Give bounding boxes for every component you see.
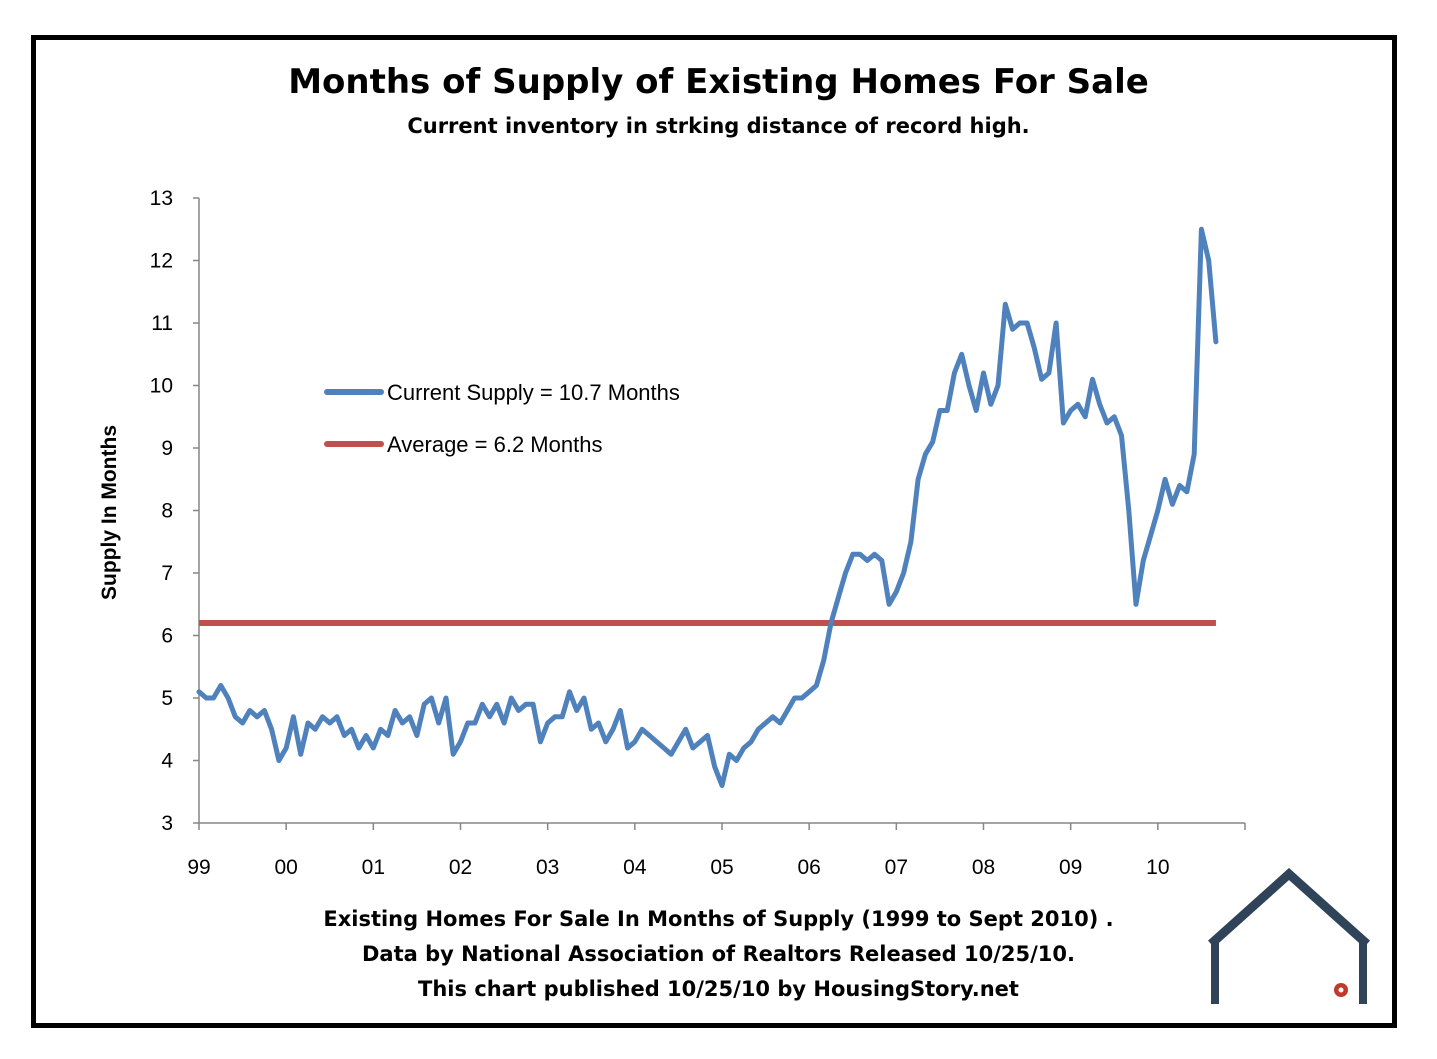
supply-series-line [196, 226, 1219, 788]
x-tick-label: 02 [449, 856, 472, 879]
legend-average-label: Average = 6.2 Months [387, 432, 602, 457]
x-tick-label: 08 [972, 856, 995, 879]
y-tick-label: 9 [161, 437, 173, 460]
x-tick-label: 09 [1059, 856, 1082, 879]
y-tick-label: 12 [150, 250, 173, 273]
y-tick-label: 11 [151, 312, 173, 335]
chart-frame [31, 35, 1397, 1028]
y-tick-label: 8 [161, 500, 173, 523]
footer-line-1: Existing Homes For Sale In Months of Sup… [323, 907, 1114, 931]
y-tick-label: 13 [150, 187, 173, 210]
y-tick-label: 5 [161, 687, 173, 710]
chart-title: Months of Supply of Existing Homes For S… [288, 62, 1149, 102]
legend-supply-label: Current Supply = 10.7 Months [387, 380, 680, 405]
y-axis-label: Supply In Months [98, 425, 121, 600]
chart-subtitle: Current inventory in strking distance of… [407, 114, 1030, 138]
x-tick-label: 07 [885, 856, 908, 879]
footer-line-2: Data by National Association of Realtors… [361, 942, 1075, 966]
x-tick-label: 01 [362, 856, 385, 879]
y-tick-label: 6 [161, 625, 173, 648]
x-tick-label: 10 [1146, 856, 1169, 879]
flower-icon [1334, 983, 1348, 997]
footer-line-3: This chart published 10/25/10 by Housing… [418, 977, 1019, 1001]
x-tick-label: 99 [187, 856, 210, 879]
y-tick-label: 7 [161, 562, 173, 585]
house-logo-icon [1207, 868, 1371, 1004]
x-tick-label: 05 [710, 856, 733, 879]
x-tick-label: 04 [623, 856, 647, 879]
x-tick-label: 00 [274, 856, 297, 879]
y-tick-label: 10 [150, 375, 173, 398]
x-tick-label: 06 [797, 856, 820, 879]
x-tick-label: 03 [536, 856, 559, 879]
y-tick-label: 3 [161, 812, 173, 835]
y-tick-label: 4 [161, 750, 173, 773]
